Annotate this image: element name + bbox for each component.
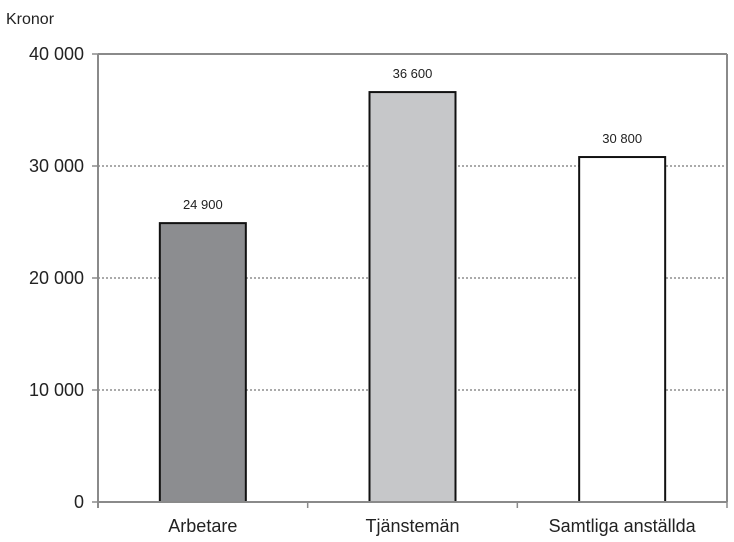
- bar: [368, 91, 457, 504]
- x-category-label: Samtliga anställda: [549, 516, 697, 536]
- bars: [158, 91, 667, 504]
- y-tick-label: 40 000: [29, 44, 84, 64]
- y-tick-label: 0: [74, 492, 84, 512]
- y-tick-label: 10 000: [29, 380, 84, 400]
- data-label: 30 800: [602, 131, 642, 146]
- bar: [578, 156, 667, 503]
- y-tick-label: 20 000: [29, 268, 84, 288]
- data-label: 24 900: [183, 197, 223, 212]
- x-category-label: Tjänstemän: [365, 516, 459, 536]
- x-category-label: Arbetare: [168, 516, 237, 536]
- labels: 0 10 000 20 000 30 000 40 000 24 900 Arbetare 3…: [29, 44, 697, 536]
- bar: [158, 222, 247, 503]
- y-tick-label: 30 000: [29, 156, 84, 176]
- y-axis-unit-label: Kronor: [6, 11, 55, 28]
- axes: [92, 53, 728, 508]
- data-label: 36 600: [393, 66, 433, 81]
